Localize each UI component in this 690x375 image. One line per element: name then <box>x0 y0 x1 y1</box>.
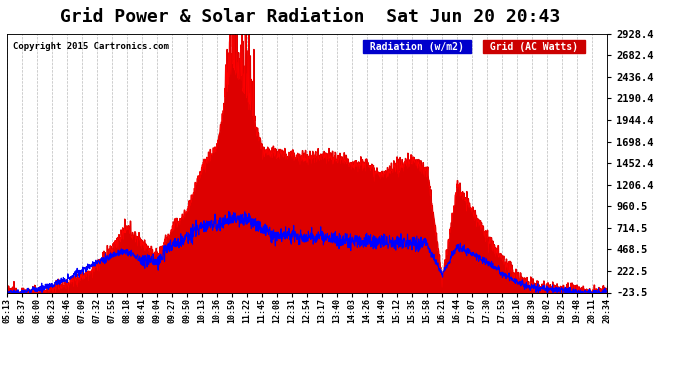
Text: Grid Power & Solar Radiation  Sat Jun 20 20:43: Grid Power & Solar Radiation Sat Jun 20 … <box>61 8 560 26</box>
Text: Radiation (w/m2): Radiation (w/m2) <box>364 42 470 51</box>
Text: Grid (AC Watts): Grid (AC Watts) <box>484 42 584 51</box>
Text: Copyright 2015 Cartronics.com: Copyright 2015 Cartronics.com <box>13 42 169 51</box>
